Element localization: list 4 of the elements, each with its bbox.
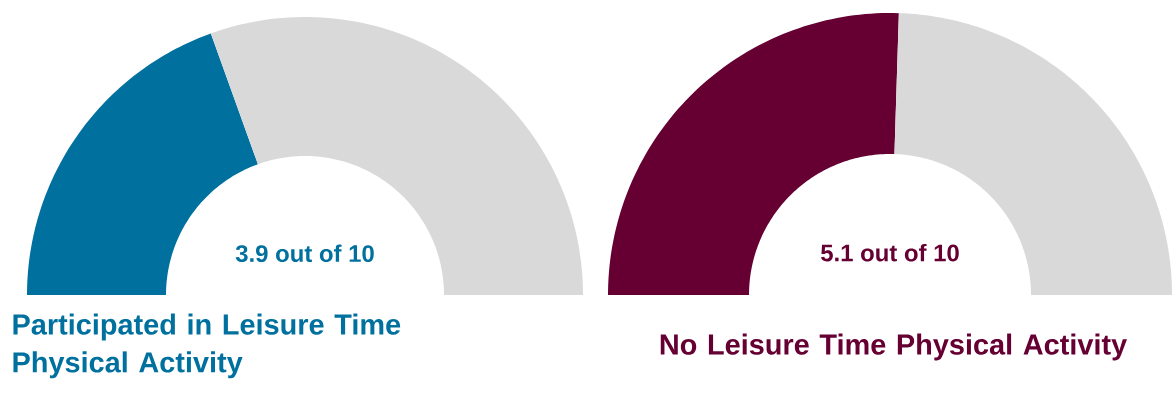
text: Participated in Leisure Time Physical Activity <box>13 313 401 379</box>
text: No Leisure Time Physical Activity <box>660 333 1127 361</box>
text: 3.9 out of 10 <box>235 244 374 263</box>
text: 5.1 out of 10 <box>820 243 959 262</box>
